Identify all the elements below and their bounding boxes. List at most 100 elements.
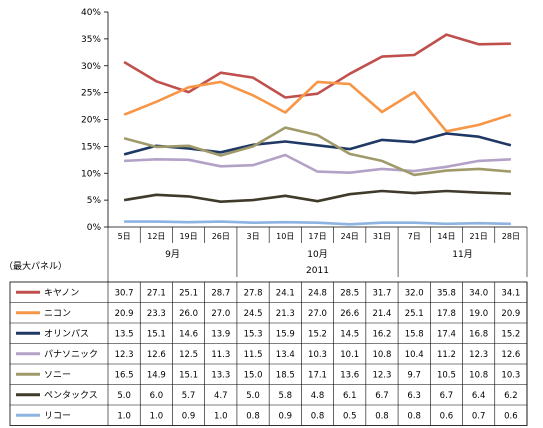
data-label: 25.1: [405, 309, 424, 319]
data-label: 24.8: [308, 288, 327, 298]
data-label: 14.6: [179, 329, 198, 339]
x-tick-label: 28日: [502, 232, 520, 241]
data-label: 20.9: [115, 309, 134, 319]
data-label: 27.1: [147, 288, 166, 298]
data-label: 0.9: [279, 411, 293, 421]
series-line-5: [123, 189, 511, 203]
data-label: 10.1: [340, 350, 359, 360]
data-label: 26.0: [179, 309, 198, 319]
data-label: 16.8: [469, 329, 488, 339]
data-label: 13.5: [115, 329, 134, 339]
legend-label: ソニー: [44, 370, 71, 380]
data-label: 24.5: [244, 309, 263, 319]
x-tick-label: 31日: [373, 232, 391, 241]
month-group-label: 10月: [307, 249, 327, 260]
data-label: 10.3: [501, 370, 520, 380]
x-tick-label: 3日: [246, 232, 259, 241]
data-label: 6.4: [472, 391, 486, 401]
data-label: 9.7: [407, 370, 421, 380]
data-label: 1.0: [117, 411, 131, 421]
data-label: 11.5: [244, 350, 263, 360]
data-label: 31.7: [372, 288, 391, 298]
data-label: 15.2: [501, 329, 520, 339]
data-label: 10.5: [437, 370, 456, 380]
y-tick-label: 20%: [81, 116, 101, 126]
data-label: 26.6: [340, 309, 359, 319]
data-label: 5.0: [117, 391, 131, 401]
data-label: 5.0: [246, 391, 260, 401]
data-label: 6.3: [407, 391, 421, 401]
data-label: 27.0: [211, 309, 230, 319]
data-label: 18.5: [276, 370, 295, 380]
data-label: 13.3: [211, 370, 230, 380]
data-label: 0.8: [246, 411, 260, 421]
data-label: 12.5: [179, 350, 198, 360]
data-label: 6.7: [440, 391, 454, 401]
data-label: 12.3: [115, 350, 134, 360]
data-label: 16.5: [115, 370, 134, 380]
x-tick-label: 10日: [276, 232, 294, 241]
y-tick-label: 10%: [81, 169, 101, 179]
data-label: 28.7: [211, 288, 230, 298]
data-label: 35.8: [437, 288, 456, 298]
legend-label: ペンタックス: [44, 390, 98, 401]
data-label: 17.8: [437, 309, 456, 319]
legend-label: キヤノン: [44, 288, 79, 298]
data-label: 17.4: [437, 329, 456, 339]
data-label: 12.6: [501, 350, 520, 360]
data-label: 27.8: [244, 288, 263, 298]
data-label: 0.8: [311, 411, 325, 421]
data-label: 34.1: [501, 288, 520, 298]
data-label: 19.0: [469, 309, 488, 319]
data-label: 21.3: [276, 309, 295, 319]
data-label: 15.3: [244, 329, 263, 339]
data-label: 27.0: [308, 309, 327, 319]
y-tick-label: 0%: [87, 223, 102, 233]
data-label: 1.0: [150, 411, 164, 421]
data-label: 24.1: [276, 288, 295, 298]
data-label: 4.8: [311, 391, 325, 401]
data-label: 6.7: [375, 391, 389, 401]
data-label: 15.1: [147, 329, 166, 339]
y-tick-label: 25%: [81, 89, 101, 99]
data-label: 6.2: [504, 391, 518, 401]
data-label: 13.4: [276, 350, 295, 360]
data-label: 15.1: [179, 370, 198, 380]
y-tick-label: 5%: [87, 196, 102, 206]
data-label: 0.7: [472, 411, 486, 421]
data-label: 28.5: [340, 288, 359, 298]
y-tick-label: 30%: [81, 62, 101, 72]
data-label: 10.4: [405, 350, 424, 360]
data-label: 6.0: [150, 391, 164, 401]
data-label: 25.1: [179, 288, 198, 298]
series-line-2: [123, 132, 512, 156]
data-label: 16.2: [372, 329, 391, 339]
legend-label: パナソニック: [44, 349, 98, 360]
data-label: 10.8: [372, 350, 391, 360]
x-tick-label: 7日: [408, 232, 421, 241]
legend-label: リコー: [44, 411, 71, 421]
year-label: 2011: [306, 266, 329, 276]
data-label: 10.3: [308, 350, 327, 360]
data-label: 10.8: [469, 370, 488, 380]
data-label: 15.2: [308, 329, 327, 339]
data-label: 23.3: [147, 309, 166, 319]
y-tick-label: 35%: [81, 35, 101, 45]
data-label: 17.1: [308, 370, 327, 380]
x-tick-label: 26日: [212, 232, 230, 241]
x-tick-label: 21日: [470, 232, 488, 241]
series-line-4: [123, 126, 512, 177]
x-tick-label: 17日: [308, 232, 326, 241]
data-label: 1.0: [214, 411, 228, 421]
data-label: 0.6: [504, 411, 518, 421]
series-line-0: [123, 33, 511, 99]
data-label: 5.7: [182, 391, 196, 401]
data-label: 4.7: [214, 391, 228, 401]
x-tick-label: 12日: [147, 232, 165, 241]
data-label: 0.8: [375, 411, 389, 421]
data-label: 0.9: [182, 411, 196, 421]
data-label: 11.2: [437, 350, 456, 360]
data-label: 30.7: [115, 288, 134, 298]
series-line-6: [124, 220, 511, 226]
y-tick-label: 40%: [81, 8, 101, 18]
